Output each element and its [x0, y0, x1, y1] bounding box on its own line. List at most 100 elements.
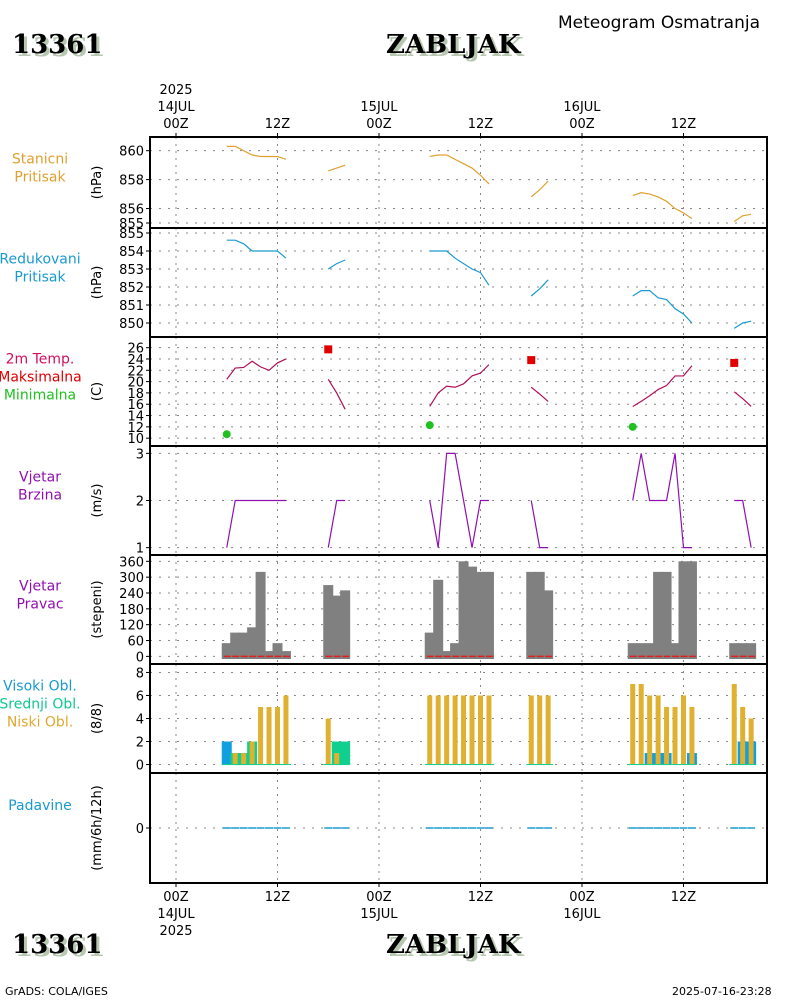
series-line [327, 499, 346, 548]
low-cloud-bar [334, 753, 340, 765]
low-cloud-bar [258, 706, 264, 765]
bar [661, 571, 672, 659]
panel-label: Brzina [18, 488, 62, 504]
series-line [632, 192, 693, 220]
low-cloud-bar [689, 706, 695, 765]
bottom-time-tick-label: 00Z [366, 890, 392, 905]
bottom-time-tick-label: 12Z [265, 890, 291, 905]
panel-label: Maksimalna [0, 370, 82, 386]
y-tick-label: 120 [119, 619, 144, 634]
footer-station-name: ZABLJAK [386, 930, 521, 960]
min-temp-marker [425, 421, 434, 430]
panel-reduced-pressure: 850 851 852 853 854 855 (hPa) Redukovani Pritisa… [0, 227, 768, 338]
panel-label: Pritisak [14, 170, 66, 186]
footer-station-id: 13361 [12, 930, 103, 960]
y-tick-label: 4 [136, 713, 144, 728]
y-tick-label: 1 [136, 542, 144, 557]
y-tick-label: 858 [119, 174, 144, 189]
bar [670, 643, 681, 659]
y-tick-label: 18 [127, 387, 144, 402]
bottom-time-tick-label: 12Z [671, 890, 697, 905]
y-tick-label: 850 [119, 317, 144, 332]
low-cloud-bar [325, 718, 331, 765]
series-line [632, 365, 693, 408]
y-tick-label: 8 [136, 666, 144, 681]
bar [534, 571, 545, 659]
top-time-tick-label: 00Z [163, 117, 189, 132]
bottom-year-label: 2025 [159, 924, 192, 939]
series-line [429, 250, 490, 286]
bar [424, 632, 435, 659]
series-line [733, 320, 752, 329]
bar [247, 627, 258, 659]
bar [475, 571, 486, 659]
series-line [632, 290, 693, 324]
series-line [530, 500, 549, 549]
series-line [327, 379, 346, 410]
low-cloud-bar [283, 695, 289, 765]
low-cloud-bar [274, 706, 280, 765]
low-cloud-bar [545, 695, 551, 765]
panel-label: Pravac [16, 597, 63, 613]
bar [746, 643, 757, 659]
series-line [328, 164, 346, 172]
low-cloud-bar [537, 695, 543, 765]
y-tick-label: 0 [136, 650, 144, 665]
series-line [734, 499, 752, 548]
bar [331, 595, 342, 659]
top-date-label: 14JUL [157, 100, 195, 115]
panel-label: Srednji Obl. [0, 697, 81, 713]
y-tick-label: 855 [119, 227, 144, 242]
series-line [429, 364, 490, 407]
top-year-label: 2025 [159, 83, 192, 98]
top-time-tick-label: 12Z [468, 117, 494, 132]
unit-label: (8/8) [90, 703, 105, 734]
bar [221, 643, 232, 659]
bar [644, 643, 655, 659]
panel-label: Stanicni [12, 152, 68, 168]
bar [686, 561, 697, 659]
bar [323, 585, 334, 659]
y-tick-label: 2 [136, 495, 144, 510]
panel-label: Vjetar [19, 470, 61, 486]
low-cloud-bar [680, 695, 686, 765]
y-tick-label: 856 [119, 203, 144, 218]
low-cloud-bar [740, 706, 746, 765]
y-tick-label: 0 [136, 822, 144, 837]
y-tick-label: 24 [127, 353, 144, 368]
station-id: 13361 [12, 30, 103, 60]
series-line [429, 154, 490, 185]
bottom-date-label: 16JUL [563, 907, 601, 922]
chart-title: Meteogram Osmatranja [558, 13, 761, 33]
y-tick-label: 10 [127, 432, 144, 447]
y-tick-label: 60 [127, 635, 144, 650]
top-date-label: 15JUL [360, 100, 398, 115]
y-tick-label: 240 [119, 587, 144, 602]
low-cloud-bar [748, 718, 754, 765]
bottom-time-tick-label: 12Z [468, 890, 494, 905]
y-tick-label: 854 [119, 245, 144, 260]
station-name: ZABLJAK [386, 30, 521, 60]
y-tick-label: 3 [136, 447, 144, 462]
panel-label: Padavine [8, 798, 72, 814]
y-tick-label: 180 [119, 603, 144, 618]
bar [255, 571, 266, 659]
series-line [226, 358, 287, 380]
high-cloud-bar [221, 741, 232, 765]
panel-frame [149, 336, 768, 447]
panel-label: Pritisak [14, 270, 66, 286]
low-cloud-bar [528, 695, 534, 765]
max-temp-marker [730, 358, 739, 367]
y-tick-label: 853 [119, 263, 144, 278]
series-line [632, 453, 692, 549]
series-line [733, 391, 752, 407]
bar [627, 643, 638, 659]
unit-label: (hPa) [90, 166, 105, 200]
low-cloud-bar [731, 683, 737, 765]
bottom-date-label: 14JUL [157, 907, 195, 922]
panel-label: Vjetar [19, 579, 61, 595]
min-temp-marker [222, 430, 231, 439]
